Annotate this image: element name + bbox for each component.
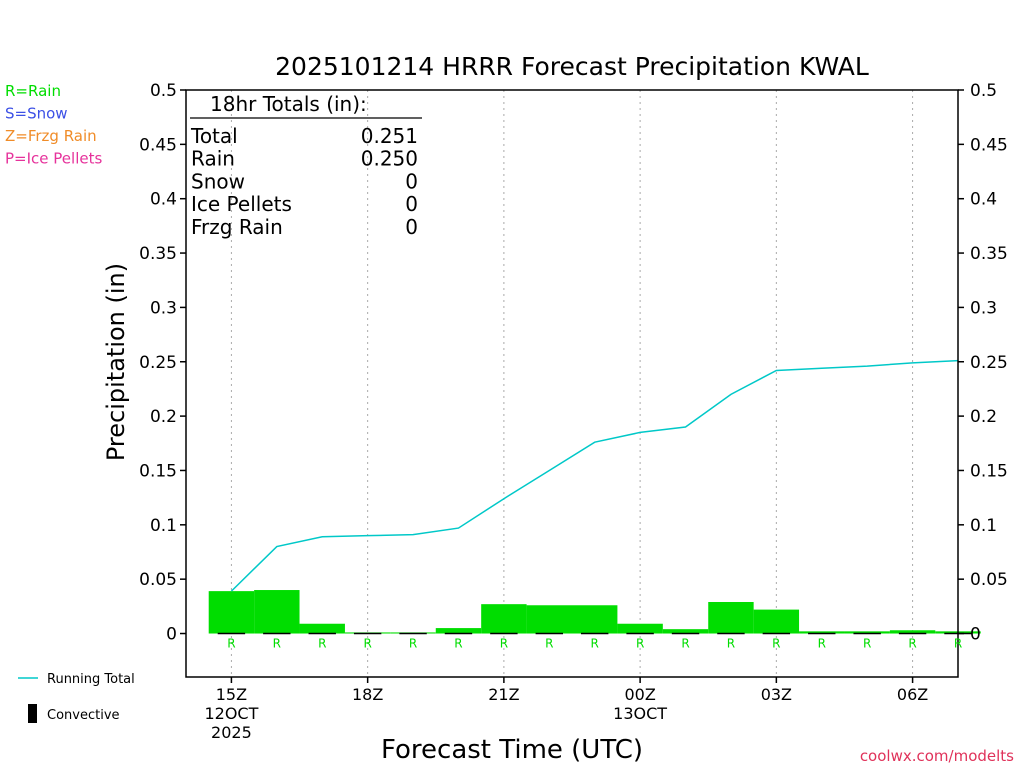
precip-type-label: R — [363, 637, 371, 651]
precip-bar — [254, 590, 300, 634]
y-tick-label-left: 0.35 — [139, 244, 177, 264]
y-tick-label-left: 0.1 — [150, 516, 177, 536]
precip-type-label: R — [772, 637, 780, 651]
precip-type-label: R — [954, 637, 962, 651]
x-tick-label: 18Z — [352, 685, 383, 704]
type-legend-entry: R=Rain — [5, 82, 61, 100]
y-tick-label-right: 0.3 — [970, 298, 997, 318]
y-tick-label-right: 0.2 — [970, 407, 997, 427]
precip-type-label: R — [818, 637, 826, 651]
y-tick-label-left: 0.2 — [150, 407, 177, 427]
precip-type-label: R — [318, 637, 326, 651]
type-legend-entry: S=Snow — [5, 105, 68, 123]
plot-frame — [185, 89, 959, 678]
y-tick-label-left: 0.05 — [139, 570, 177, 590]
totals-row-label: Total — [190, 124, 238, 148]
y-tick-label-right: 0.25 — [970, 353, 1008, 373]
x-tick-label: 03Z — [761, 685, 792, 704]
x-tick-label: 21Z — [488, 685, 519, 704]
precip-type-label: R — [908, 637, 916, 651]
y-tick-label-right: 0.4 — [970, 190, 997, 210]
x-tick-label: 2025 — [211, 723, 252, 742]
precip-bar — [208, 591, 255, 634]
y-tick-label-left: 0.15 — [139, 461, 177, 481]
totals-row-label: Rain — [191, 147, 235, 171]
y-tick-label-right: 0.05 — [970, 570, 1008, 590]
y-tick-label-left: 0.5 — [150, 81, 177, 101]
convective-legend-label: Convective — [47, 708, 120, 723]
credit-text: coolwx.com/modelts — [860, 747, 1014, 765]
x-tick-label: 00Z — [624, 685, 655, 704]
running-total-legend-label: Running Total — [47, 672, 135, 687]
grid-layer — [230, 90, 914, 677]
precip-bar — [708, 601, 754, 634]
precip-type-label: R — [409, 637, 417, 651]
y-tick-label-right: 0.5 — [970, 81, 997, 101]
precip-bar — [753, 609, 800, 634]
running-total-line — [230, 359, 959, 592]
precip-type-label: R — [636, 637, 644, 651]
totals-row-value: 0.251 — [361, 124, 418, 148]
totals-row-value: 0 — [405, 215, 418, 239]
x-tick-label: 06Z — [897, 685, 928, 704]
precip-type-label: R — [273, 637, 281, 651]
totals-row-label: Frzg Rain — [191, 215, 283, 239]
precip-bar — [299, 623, 345, 634]
precip-bar — [889, 630, 936, 634]
precip-type-label: R — [863, 637, 871, 651]
x-tick-label: 15Z — [216, 685, 247, 704]
precip-type-label: R — [727, 637, 735, 651]
precip-type-label: R — [591, 637, 599, 651]
type-legend-entry: P=Ice Pellets — [5, 150, 102, 168]
y-tick-label-left: 0.3 — [150, 298, 177, 318]
precip-bar — [572, 605, 618, 634]
precip-bar — [844, 631, 890, 634]
bar-layer — [208, 590, 981, 635]
x-axis-label: Forecast Time (UTC) — [381, 735, 643, 765]
y-tick-label-right: 0.45 — [970, 135, 1008, 155]
totals-heading: 18hr Totals (in): — [210, 92, 367, 116]
convective-legend-swatch — [28, 704, 37, 723]
y-tick-label-right: 0.15 — [970, 461, 1008, 481]
y-tick-label-left: 0 — [166, 625, 177, 645]
y-tick-label-left: 0.4 — [150, 190, 177, 210]
totals-row-value: 0.250 — [361, 147, 418, 171]
x-tick-label: 13OCT — [613, 704, 667, 723]
totals-row-value: 0 — [405, 169, 418, 193]
precip-type-label: R — [454, 637, 462, 651]
y-tick-label-left: 0.45 — [139, 135, 177, 155]
frame-layer — [180, 89, 964, 683]
y-tick-label-right: 0.1 — [970, 516, 997, 536]
precip-bar — [617, 623, 663, 634]
y-tick-label-left: 0.25 — [139, 353, 177, 373]
y-tick-label-right: 0 — [970, 625, 981, 645]
chart-title: 2025101214 HRRR Forecast Precipitation K… — [275, 52, 869, 81]
totals-row-label: Ice Pellets — [191, 192, 292, 216]
precip-bar — [526, 605, 572, 634]
label-layer: R R R R R R R R R R R R R R R R R0 00.05 0.050.1 0.10.15 0.1… — [5, 81, 1008, 742]
precip-bar — [481, 604, 527, 634]
y-tick-label-right: 0.35 — [970, 244, 1008, 264]
precip-bar — [662, 629, 709, 634]
precip-bar — [435, 628, 482, 634]
precip-type-label: R — [227, 637, 235, 651]
precip-type-label: R — [500, 637, 508, 651]
totals-row-label: Snow — [191, 169, 245, 193]
precip-bar — [799, 631, 845, 634]
y-axis-label: Precipitation (in) — [102, 263, 130, 461]
type-legend-entry: Z=Frzg Rain — [5, 127, 97, 145]
x-tick-label: 12OCT — [204, 704, 258, 723]
line-layer — [230, 359, 959, 592]
precip-type-label: R — [681, 637, 689, 651]
totals-row-value: 0 — [405, 192, 418, 216]
precip-type-label: R — [545, 637, 553, 651]
